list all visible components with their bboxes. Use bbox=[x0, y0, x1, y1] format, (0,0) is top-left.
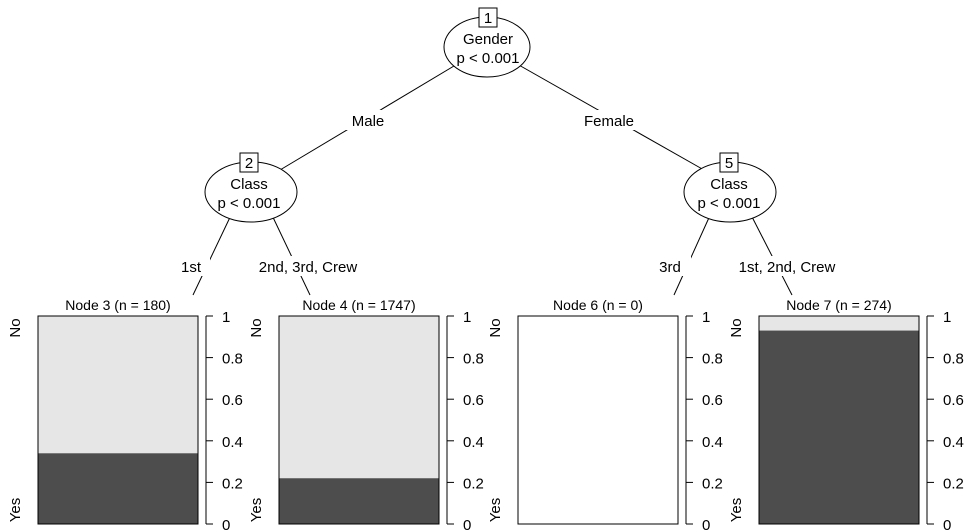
y-tick-label: 0 bbox=[463, 517, 471, 532]
bar-yes bbox=[279, 478, 439, 524]
inner-node-1: 1 Gender p < 0.001 bbox=[443, 7, 531, 78]
y-tick-label: 0.2 bbox=[943, 475, 964, 492]
edge-labels: Male Female 1st 2nd, 3rd, Crew 3rd 1st, … bbox=[174, 110, 846, 276]
edge-2-4 bbox=[269, 210, 311, 296]
leaf-title: Node 4 (n = 1747) bbox=[302, 297, 415, 313]
edge-5-6 bbox=[673, 210, 713, 296]
leaf-title-bg bbox=[526, 296, 670, 314]
leaf-frame bbox=[517, 315, 679, 525]
leaf-node-7: Node 7 (n = 274) No Yes 0 0.2 0.4 0.6 0.8 1 bbox=[728, 296, 964, 532]
edge-label-male: Male bbox=[352, 113, 385, 130]
y-tick-label: 0.4 bbox=[463, 434, 484, 451]
y-tick-label: 0.4 bbox=[943, 434, 964, 451]
node-id: 5 bbox=[725, 155, 733, 172]
bar-yes bbox=[759, 330, 919, 524]
y-tick-label: 0.2 bbox=[702, 475, 723, 492]
class-label-no: No bbox=[7, 318, 24, 337]
y-tick-label: 0.6 bbox=[222, 392, 243, 409]
edge-2-3 bbox=[192, 210, 234, 296]
y-tick-label: 0.2 bbox=[463, 475, 484, 492]
y-tick-label: 1 bbox=[702, 309, 710, 326]
edge-5-7 bbox=[748, 210, 793, 296]
node-p-value: p < 0.001 bbox=[698, 195, 761, 212]
leaf-title-bg bbox=[767, 296, 911, 314]
class-label-no: No bbox=[248, 318, 265, 337]
y-tick-label: 0 bbox=[943, 517, 951, 532]
edge-label-1st: 1st bbox=[181, 259, 202, 276]
y-tick-label: 1 bbox=[463, 309, 471, 326]
inner-node-2: 2 Class p < 0.001 bbox=[204, 152, 298, 223]
node-id-box bbox=[239, 152, 259, 173]
node-id-box bbox=[719, 152, 739, 173]
bar-no bbox=[38, 316, 198, 454]
class-label-no: No bbox=[487, 318, 504, 337]
node-id: 2 bbox=[245, 155, 253, 172]
leaf-title-bg bbox=[287, 296, 431, 314]
bar-no bbox=[759, 316, 919, 331]
node-variable: Class bbox=[710, 176, 748, 193]
edge-label-3rd: 3rd bbox=[659, 259, 681, 276]
leaf-node-4: Node 4 (n = 1747) No Yes 0 0.2 0.4 0.6 0.8 1 bbox=[248, 296, 484, 532]
leaf-frame bbox=[278, 315, 440, 525]
y-tick-label: 0.6 bbox=[702, 392, 723, 409]
edge-label-2nd-3rd-crew: 2nd, 3rd, Crew bbox=[259, 259, 358, 276]
node-variable: Gender bbox=[463, 31, 513, 48]
class-label-no: No bbox=[728, 318, 745, 337]
leaf-title-bg bbox=[46, 296, 190, 314]
leaf-frame bbox=[37, 315, 199, 525]
leaf-title: Node 7 (n = 274) bbox=[786, 297, 891, 313]
node-variable: Class bbox=[230, 176, 268, 193]
y-tick-label: 0.8 bbox=[222, 351, 243, 368]
leaf-frame bbox=[758, 315, 920, 525]
y-tick-label: 0 bbox=[222, 517, 230, 532]
leaf-node-3: Node 3 (n = 180) No Yes 0 0.2 0.4 0.6 0.8 1 bbox=[7, 296, 243, 532]
y-tick-label: 0.8 bbox=[943, 351, 964, 368]
bar-yes bbox=[38, 453, 198, 524]
bar-no bbox=[279, 316, 439, 479]
class-label-yes: Yes bbox=[248, 498, 265, 522]
edge-label-female: Female bbox=[584, 113, 634, 130]
y-tick-label: 0.8 bbox=[463, 351, 484, 368]
y-tick-label: 0.4 bbox=[222, 434, 243, 451]
inner-node-5: 5 Class p < 0.001 bbox=[683, 152, 777, 223]
y-tick-label: 0.8 bbox=[702, 351, 723, 368]
y-tick-label: 0.6 bbox=[943, 392, 964, 409]
node-p-value: p < 0.001 bbox=[457, 50, 520, 67]
class-label-yes: Yes bbox=[728, 498, 745, 522]
node-p-value: p < 0.001 bbox=[218, 195, 281, 212]
leaf-panels: Node 3 (n = 180)NoYes00.20.40.60.81Node … bbox=[7, 296, 964, 532]
class-label-yes: Yes bbox=[487, 498, 504, 522]
leaf-title: Node 3 (n = 180) bbox=[65, 297, 170, 313]
node-id: 1 bbox=[484, 10, 492, 27]
y-tick-label: 1 bbox=[943, 309, 951, 326]
y-tick-label: 0 bbox=[702, 517, 710, 532]
edge-label-1st-2nd-crew: 1st, 2nd, Crew bbox=[739, 259, 836, 276]
node-id-box bbox=[478, 7, 498, 28]
leaf-title: Node 6 (n = 0) bbox=[553, 297, 643, 313]
y-tick-label: 0.6 bbox=[463, 392, 484, 409]
y-tick-label: 1 bbox=[222, 309, 230, 326]
class-label-yes: Yes bbox=[7, 498, 24, 522]
y-tick-label: 0.2 bbox=[222, 475, 243, 492]
y-tick-label: 0.4 bbox=[702, 434, 723, 451]
leaf-node-6: Node 6 (n = 0) No Yes 0 0.2 0.4 0.6 0.8 1 bbox=[487, 296, 723, 532]
